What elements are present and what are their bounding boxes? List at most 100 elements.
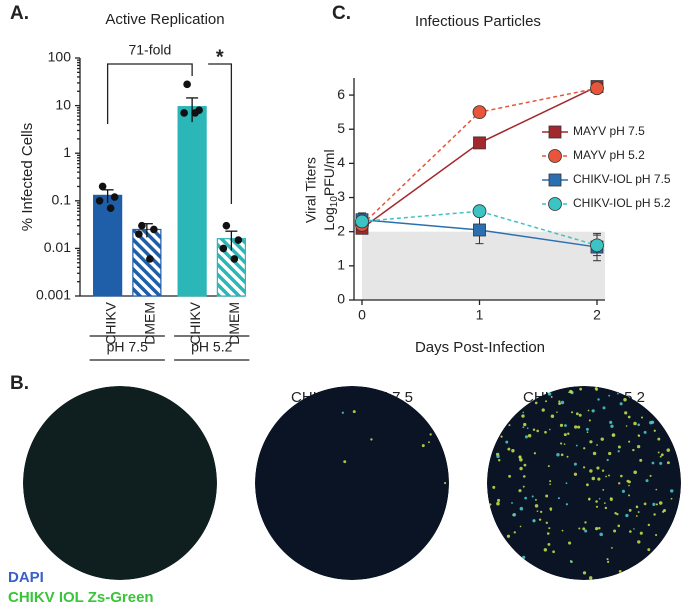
speckle bbox=[600, 437, 604, 441]
speckle bbox=[586, 483, 589, 487]
speckle bbox=[557, 497, 560, 500]
speckle bbox=[584, 529, 588, 533]
well bbox=[487, 386, 681, 580]
legend-label: MAYV pH 5.2 bbox=[573, 148, 645, 162]
annotation: * bbox=[216, 46, 224, 68]
speckle bbox=[624, 411, 628, 415]
speckle bbox=[629, 530, 632, 533]
speckle bbox=[370, 438, 373, 441]
speckle bbox=[651, 461, 655, 465]
speckle bbox=[577, 425, 581, 429]
speckle bbox=[547, 543, 551, 546]
speckle bbox=[523, 422, 527, 427]
speckle bbox=[639, 458, 643, 462]
speckle bbox=[508, 474, 512, 478]
speckle bbox=[643, 430, 647, 434]
speckle bbox=[610, 424, 614, 428]
speckle bbox=[643, 502, 647, 506]
marker bbox=[473, 136, 486, 150]
speckle bbox=[582, 527, 586, 531]
speckle bbox=[611, 433, 616, 437]
speckle bbox=[591, 409, 595, 413]
legend-marker bbox=[548, 149, 562, 163]
detection-limit bbox=[362, 231, 605, 300]
speckle bbox=[587, 409, 590, 412]
speckle bbox=[658, 501, 663, 505]
speckle bbox=[341, 411, 344, 414]
y-tick-label: 2 bbox=[337, 222, 345, 238]
micrograph bbox=[487, 386, 681, 580]
speckle bbox=[549, 483, 552, 486]
speckle bbox=[653, 513, 656, 516]
speckle bbox=[500, 435, 503, 438]
speckle bbox=[536, 429, 539, 433]
speckle bbox=[532, 519, 536, 523]
speckle bbox=[526, 427, 529, 430]
speckle bbox=[621, 489, 625, 493]
speckle bbox=[635, 515, 638, 517]
speckle bbox=[519, 525, 522, 528]
speckle bbox=[547, 465, 550, 468]
speckle bbox=[660, 453, 664, 457]
speckle bbox=[506, 534, 511, 538]
speckle bbox=[508, 424, 511, 427]
speckle bbox=[605, 475, 608, 478]
legend-label: DAPI bbox=[8, 569, 44, 586]
speckle bbox=[637, 434, 640, 437]
speckle bbox=[633, 421, 637, 426]
micrograph bbox=[23, 386, 217, 580]
speckle bbox=[428, 441, 430, 444]
speckle bbox=[559, 423, 564, 427]
data-point bbox=[183, 80, 191, 89]
speckle bbox=[598, 497, 601, 500]
marker bbox=[355, 214, 369, 229]
speckle bbox=[548, 527, 551, 530]
speckle bbox=[443, 481, 447, 485]
speckle bbox=[637, 511, 640, 513]
speckle bbox=[649, 420, 653, 425]
speckle bbox=[550, 414, 555, 419]
legend-marker bbox=[548, 125, 562, 139]
speckle bbox=[586, 431, 589, 434]
speckle bbox=[589, 469, 593, 473]
speckle bbox=[595, 500, 598, 503]
speckle bbox=[645, 479, 649, 483]
speckle bbox=[522, 411, 525, 414]
speckle bbox=[666, 461, 670, 465]
y-axis-label: % Infected Cells bbox=[19, 123, 36, 231]
marker bbox=[473, 223, 486, 237]
annotation: 71-fold bbox=[128, 42, 171, 58]
bar bbox=[132, 228, 162, 297]
speckle bbox=[534, 504, 539, 508]
speckle bbox=[639, 531, 643, 535]
speckle bbox=[591, 476, 596, 481]
group-label: pH 7.5 bbox=[107, 339, 148, 355]
speckle bbox=[560, 453, 564, 457]
data-point bbox=[106, 204, 115, 212]
speckle bbox=[522, 426, 525, 429]
speckle bbox=[549, 480, 552, 483]
data-point bbox=[95, 197, 104, 205]
speckle bbox=[573, 472, 578, 476]
legend-label: CHIKV-IOL pH 7.5 bbox=[573, 172, 671, 186]
legend-label: CHIKV IOL Zs-Green bbox=[8, 589, 154, 606]
marker bbox=[590, 238, 604, 253]
speckle bbox=[538, 518, 542, 521]
speckle bbox=[524, 435, 529, 439]
speckle bbox=[659, 455, 662, 458]
speckle bbox=[343, 460, 347, 464]
speckle bbox=[540, 510, 543, 514]
chart-title: Infectious Particles bbox=[415, 13, 541, 30]
speckle bbox=[597, 398, 600, 401]
speckle bbox=[578, 413, 582, 417]
speckle bbox=[628, 440, 631, 443]
speckle bbox=[545, 521, 549, 524]
speckle bbox=[568, 541, 572, 545]
data-point bbox=[180, 109, 188, 117]
speckle bbox=[588, 419, 591, 422]
speckle bbox=[563, 443, 566, 445]
y-tick-label: 4 bbox=[337, 154, 345, 170]
x-tick-label: CHIKV bbox=[102, 301, 118, 344]
speckle bbox=[507, 447, 511, 451]
speckle bbox=[545, 400, 548, 403]
